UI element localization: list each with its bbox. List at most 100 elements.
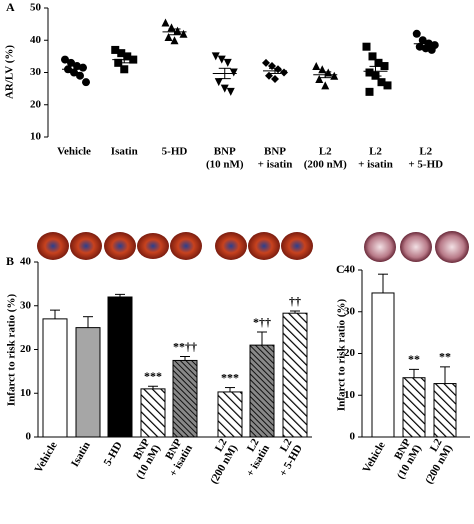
x-tick-label: + 5-HD	[408, 159, 443, 171]
data-point	[321, 81, 330, 90]
x-tick-label: BNP	[214, 146, 236, 158]
x-tick-label-group: L2+ 5-HD	[277, 436, 305, 478]
x-tick-label: Vehicle	[360, 440, 387, 475]
x-tick-label: Isatin	[69, 440, 93, 469]
y-tick-label: 40	[30, 34, 42, 46]
data-point	[214, 78, 223, 87]
bar	[140, 388, 166, 438]
data-point	[170, 36, 179, 45]
y-axis-label: Infarct to risk ratio (%)	[6, 294, 18, 407]
data-point	[365, 68, 374, 77]
panel-label: C	[336, 262, 345, 276]
x-tick-label: L2	[428, 436, 445, 454]
bar	[402, 377, 426, 438]
data-point	[173, 26, 182, 35]
x-tick-label: + isatin	[358, 159, 393, 171]
x-tick-label: BNP	[264, 146, 286, 158]
y-tick-label: 10	[20, 387, 32, 399]
x-tick-label-group: BNP(10 nM)	[392, 437, 424, 482]
data-point	[365, 87, 374, 96]
data-point	[383, 81, 392, 90]
data-point	[262, 58, 270, 67]
significance-label: **††	[173, 339, 197, 353]
data-point	[117, 49, 126, 58]
bar	[75, 327, 101, 438]
data-point	[330, 71, 339, 80]
y-tick-label: 30	[30, 66, 42, 78]
data-point	[111, 45, 120, 54]
x-tick-label: Isatin	[111, 146, 138, 158]
data-point	[217, 55, 226, 64]
y-axis-label: Infarct to risk ratio (%)	[336, 299, 348, 412]
x-tick-label: L2	[245, 436, 262, 454]
y-tick-label: 50	[30, 2, 42, 14]
data-point	[164, 33, 173, 42]
x-tick-label: (10 nM)	[206, 159, 244, 171]
data-point	[418, 36, 427, 45]
x-tick-label-group: 5-HD	[102, 440, 125, 468]
data-point	[82, 78, 90, 87]
bar	[107, 296, 133, 438]
significance-label: **	[408, 352, 420, 366]
data-point	[312, 62, 321, 71]
x-tick-label: + isatin	[258, 159, 293, 171]
y-tick-label: 20	[20, 343, 32, 355]
data-point	[271, 74, 279, 83]
x-tick-label: L2	[319, 146, 332, 158]
x-tick-label-group: Isatin	[69, 440, 93, 469]
data-point	[374, 58, 383, 67]
x-tick-label-group: Vehicle	[360, 440, 387, 475]
y-tick-label: 20	[30, 98, 42, 110]
y-axis-label: AR/LV (%)	[4, 45, 16, 99]
data-point	[427, 45, 436, 54]
x-tick-label: (200 nM)	[304, 159, 347, 171]
panel-label: A	[6, 0, 15, 14]
data-point	[120, 65, 129, 74]
bar	[172, 359, 198, 438]
significance-label: ††	[289, 294, 301, 308]
data-point	[61, 55, 69, 64]
significance-label: *††	[253, 315, 271, 329]
y-tick-label: 0	[26, 431, 32, 443]
y-tick-label: 40	[20, 256, 32, 268]
y-tick-label: 0	[350, 431, 356, 443]
significance-label: **	[439, 350, 451, 364]
x-tick-label-group: BNP(10 nM)	[131, 437, 163, 482]
y-tick-label: 10	[30, 131, 42, 143]
heart-photos	[37, 231, 469, 263]
x-tick-label: L2	[278, 436, 295, 454]
data-point	[315, 74, 324, 83]
x-tick-label: Vehicle	[57, 146, 91, 158]
x-tick-label: Vehicle	[32, 440, 59, 475]
data-point	[79, 63, 87, 72]
y-tick-label: 20	[344, 347, 356, 359]
panel-label: B	[6, 254, 14, 268]
data-point	[179, 29, 188, 38]
x-tick-label-group: L2(200 nM)	[423, 436, 455, 486]
x-tick-label-group: L2(200 nM)	[208, 436, 240, 486]
y-tick-label: 30	[344, 305, 356, 317]
data-point	[67, 58, 75, 67]
x-tick-label: 5-HD	[102, 440, 125, 468]
data-point	[226, 87, 235, 96]
data-point	[223, 58, 232, 67]
x-tick-label-group: L2+ isatin	[244, 436, 272, 478]
data-point	[220, 84, 229, 93]
bar	[433, 383, 457, 438]
x-tick-label-group: BNP+ isatin	[163, 437, 195, 479]
data-point	[377, 78, 386, 87]
y-tick-label: 10	[344, 389, 356, 401]
bar	[217, 391, 243, 438]
bar	[371, 292, 395, 438]
data-point	[161, 18, 170, 27]
significance-label: ***	[221, 370, 239, 384]
data-point	[318, 65, 327, 74]
x-tick-label: L2	[213, 436, 230, 454]
bar	[42, 318, 68, 438]
bar	[249, 344, 275, 438]
x-tick-label-group: Vehicle	[32, 440, 59, 475]
data-point	[412, 29, 421, 38]
x-tick-label: L2	[369, 146, 382, 158]
significance-label: ***	[144, 369, 162, 383]
